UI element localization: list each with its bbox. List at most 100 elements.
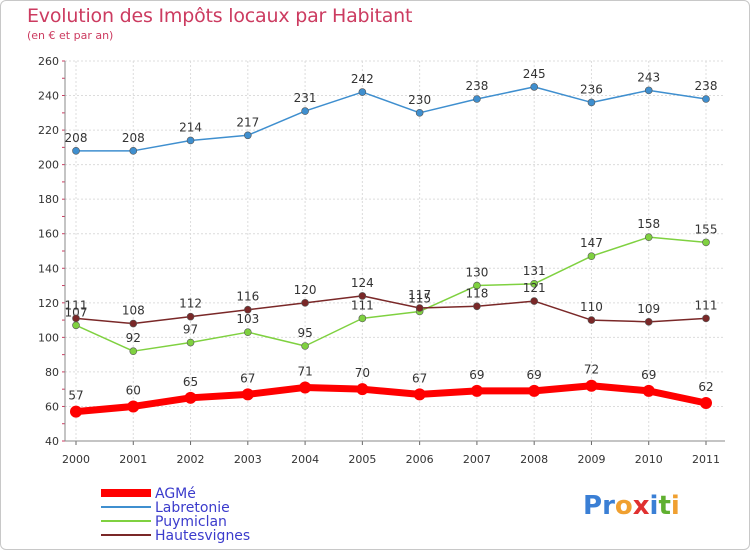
data-point [72, 314, 80, 323]
legend-label: Hautesvignes [155, 528, 250, 544]
data-label: 118 [465, 286, 488, 300]
data-point [644, 86, 653, 95]
plot-area [65, 61, 725, 441]
data-point [413, 388, 426, 401]
data-label: 107 [65, 305, 88, 319]
data-point [129, 147, 138, 155]
y-tick-label: 100 [38, 331, 59, 344]
series-line-agm- [75, 382, 707, 416]
data-point [530, 83, 538, 91]
data-label: 147 [580, 236, 603, 250]
data-label: 120 [294, 283, 317, 297]
y-tick-label: 140 [38, 262, 59, 275]
chart-subtitle: (en € et par an) [27, 29, 114, 42]
logo-letter: t [658, 491, 671, 521]
data-point [587, 98, 596, 107]
data-point [587, 316, 596, 324]
data-point [356, 383, 369, 396]
series-line-hautesvignes [75, 295, 707, 325]
data-label: 230 [408, 93, 431, 107]
data-label: 117 [408, 288, 431, 302]
x-tick-label: 2010 [635, 453, 663, 466]
proxiti-logo: Proxiti [583, 491, 680, 521]
data-point [702, 95, 710, 103]
data-label: 116 [236, 290, 259, 304]
y-tick-label: 180 [38, 193, 59, 206]
y-tick-label: 120 [38, 297, 59, 310]
axes: 40 60 80 100 120 140 160 180 200 220 240 260 2000 200… [38, 55, 725, 466]
data-point [184, 391, 197, 404]
data-label: 243 [637, 70, 660, 84]
data-point [358, 88, 367, 96]
data-point [702, 238, 710, 247]
data-label: 155 [695, 222, 718, 236]
data-point [70, 405, 82, 418]
data-point [415, 109, 424, 117]
data-label: 69 [527, 368, 542, 382]
x-tick-label: 2001 [119, 453, 147, 466]
data-point [528, 384, 541, 397]
x-tick-label: 2000 [62, 453, 90, 466]
data-label: 103 [236, 312, 259, 326]
data-label: 95 [297, 326, 312, 340]
data-label: 121 [523, 281, 546, 295]
data-label: 231 [294, 91, 317, 105]
y-tick-label: 160 [38, 228, 59, 241]
legend-label: AGMé [155, 486, 196, 502]
logo-letter: P [583, 491, 603, 521]
data-label: 60 [126, 383, 141, 397]
y-tick-label: 220 [38, 124, 59, 137]
data-point [244, 328, 252, 336]
logo-letter: x [632, 491, 650, 521]
x-tick-label: 2011 [692, 453, 720, 466]
data-point [301, 107, 309, 115]
data-label: 111 [65, 298, 88, 312]
data-label: 115 [408, 291, 431, 305]
x-tick-label: 2008 [520, 453, 548, 466]
data-label: 57 [68, 389, 83, 403]
logo-letter: i [649, 491, 659, 521]
y-tick-label: 240 [38, 90, 59, 103]
data-label: 92 [126, 331, 141, 345]
data-label: 208 [65, 131, 88, 145]
data-point [244, 131, 252, 140]
data-label: 67 [412, 371, 427, 385]
data-point [301, 299, 309, 307]
data-label: 158 [637, 217, 660, 231]
y-tick-label: 40 [45, 435, 59, 448]
legend-label: Labretonie [155, 500, 230, 516]
data-point [72, 321, 80, 330]
data-point [473, 95, 481, 103]
data-point [587, 252, 596, 260]
data-label: 242 [351, 72, 374, 86]
data-point [186, 338, 195, 347]
x-tick-label: 2002 [177, 453, 205, 466]
data-label: 62 [698, 380, 713, 394]
data-label: 217 [236, 115, 259, 129]
data-point [530, 297, 538, 305]
data-point [127, 400, 140, 413]
data-label: 238 [695, 79, 718, 93]
logo-letter: r [602, 491, 615, 521]
data-point [530, 280, 538, 288]
data-label: 71 [297, 364, 312, 378]
data-label: 236 [580, 82, 603, 96]
x-tick-label: 2006 [406, 453, 434, 466]
y-tick-label: 60 [45, 400, 59, 413]
y-tick-label: 80 [45, 366, 59, 379]
data-label: 208 [122, 131, 145, 145]
data-point [301, 342, 309, 350]
data-label: 130 [465, 266, 488, 280]
data-point [644, 318, 653, 326]
data-label: 69 [469, 368, 484, 382]
data-point [129, 319, 138, 328]
y-tick-label: 200 [38, 159, 59, 172]
data-point [358, 292, 367, 300]
legend-label: Puymiclan [155, 514, 227, 530]
x-tick-label: 2005 [348, 453, 376, 466]
data-label: 69 [641, 368, 656, 382]
x-tick-label: 2009 [577, 453, 605, 466]
series-hautesvignes: 111 108 112 116 120 124 117 118 121 110 109 111 [65, 276, 717, 328]
series-labretonie: 208 208 214 217 231 242 230 238 245 236 243 238 [65, 67, 718, 155]
